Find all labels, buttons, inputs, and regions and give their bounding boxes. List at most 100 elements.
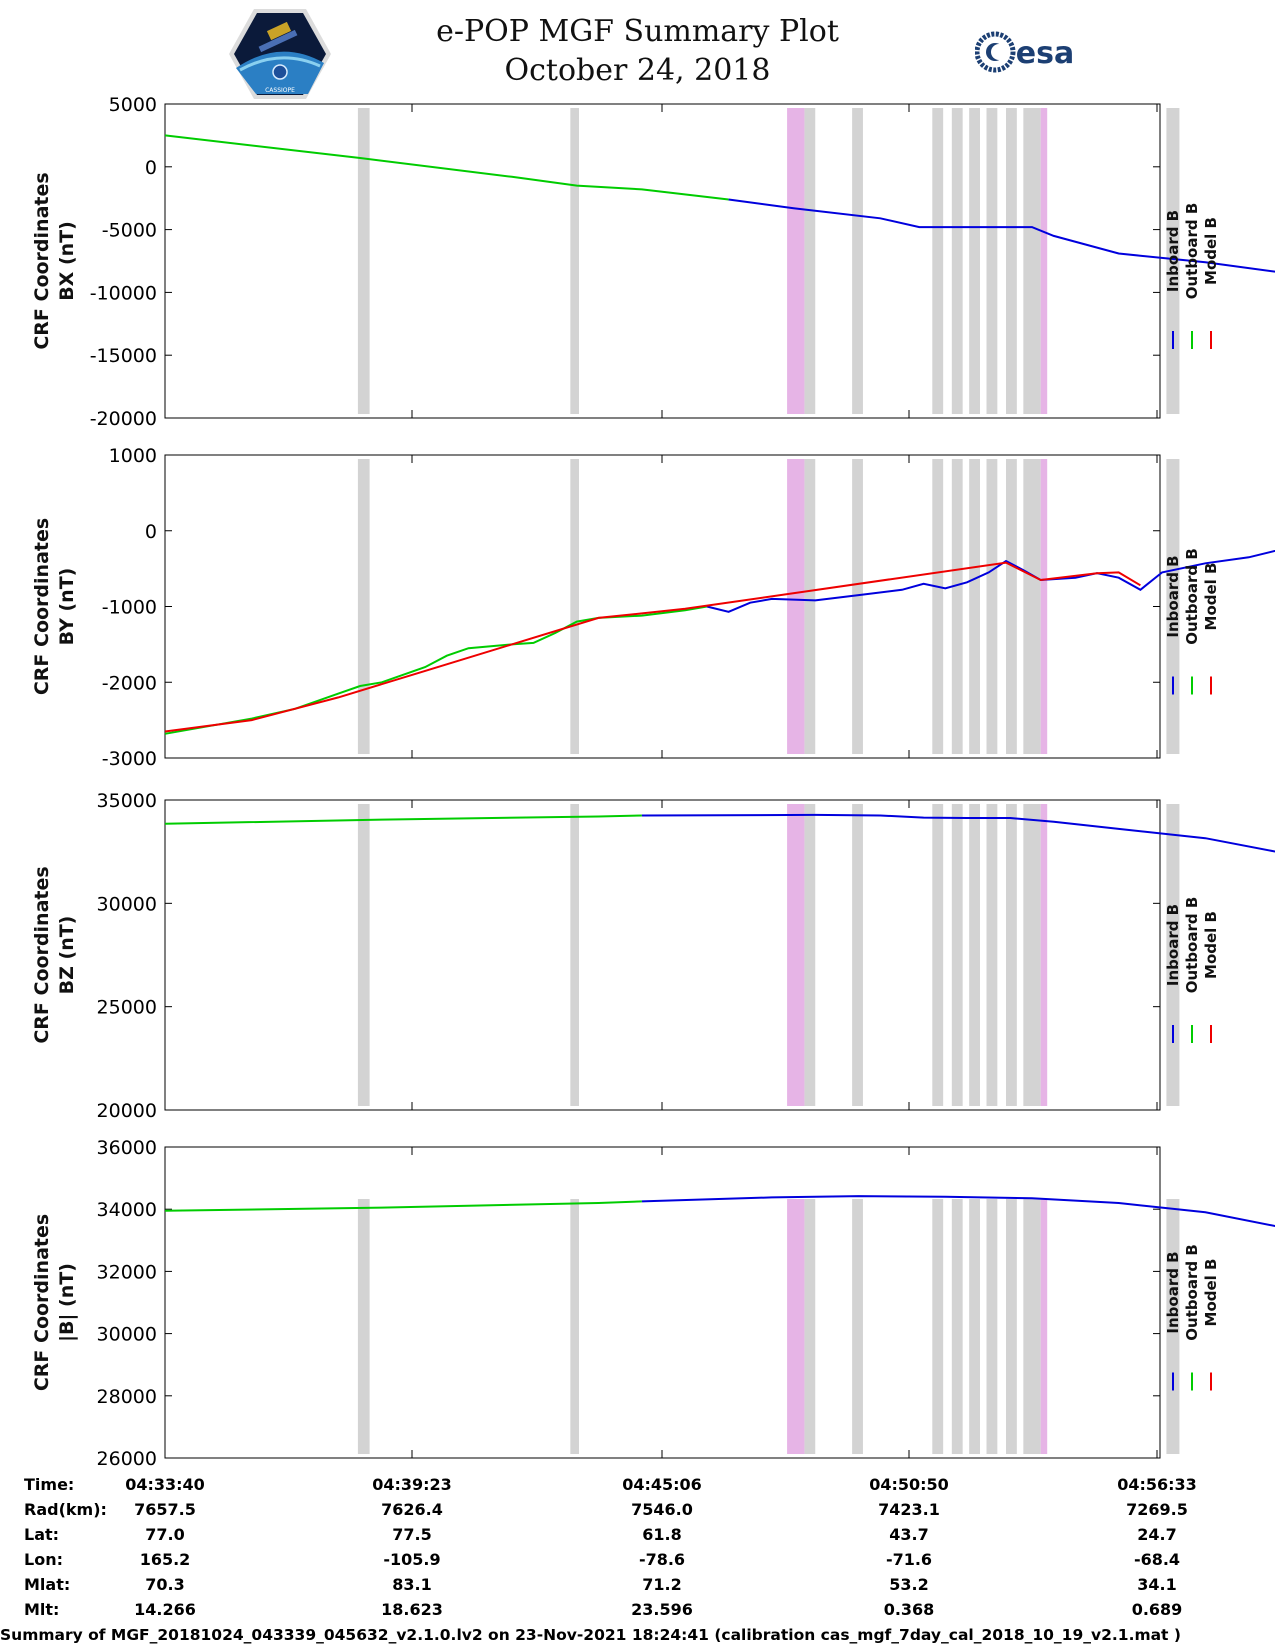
- y-tick-label: 20000: [97, 1100, 157, 1122]
- data-gap-bar: [986, 459, 998, 754]
- data-gap-bar: [951, 1199, 963, 1454]
- data-gap-bar: [852, 108, 863, 414]
- series-inboard-b: [706, 549, 1275, 613]
- data-gap-bar: [932, 804, 944, 1106]
- ephemeris-value: -78.6: [639, 1550, 685, 1569]
- data-gap-bar: [1006, 804, 1017, 1106]
- y-tick-label: 30000: [97, 1324, 157, 1346]
- y-axis-label: CRF Coordinates |B| (nT): [31, 1214, 78, 1391]
- event-bar: [1040, 459, 1048, 754]
- ephemeris-value: 18.623: [381, 1600, 443, 1619]
- data-gap-bar: [951, 459, 963, 754]
- data-gap-bar: [932, 459, 944, 754]
- ephemeris-value: 23.596: [631, 1600, 693, 1619]
- data-gap-bar: [1006, 108, 1017, 414]
- y-tick-label: 0: [145, 521, 157, 543]
- ephemeris-value: 7269.5: [1126, 1500, 1188, 1519]
- ephemeris-row-label: Mlt:: [24, 1600, 59, 1619]
- legend-label: Model B: [1202, 563, 1220, 631]
- series-outboard-b: [164, 814, 642, 825]
- data-gap-bar: [1023, 108, 1041, 414]
- panel-2: 1000 0 -1000 -2000 -3000 CRF Coordinates BY (n…: [31, 445, 1275, 770]
- ephemeris-value: 70.3: [145, 1575, 184, 1594]
- data-gap-bar: [804, 804, 816, 1106]
- event-bar: [787, 804, 805, 1106]
- y-tick-label: -1000: [102, 597, 157, 619]
- y-tick-label: 35000: [97, 790, 157, 812]
- ephemeris-value: 04:39:23: [372, 1475, 452, 1494]
- series-inboard-b: [728, 198, 1275, 273]
- y-tick-label: 36000: [97, 1137, 157, 1159]
- y-axis-label: CRF Coordinates BX (nT): [31, 172, 78, 349]
- y-tick-label: -5000: [102, 220, 157, 242]
- data-gap-bar: [804, 459, 816, 754]
- data-gap-bar: [1023, 804, 1041, 1106]
- y-tick-label: -15000: [90, 345, 157, 367]
- ephemeris-value: 7626.4: [381, 1500, 443, 1519]
- data-gap-bar: [951, 804, 963, 1106]
- data-gap-bar: [969, 108, 980, 414]
- cassiope-logo-icon: CASSIOPE: [229, 9, 331, 99]
- y-tick-label: 1000: [109, 445, 157, 467]
- ephemeris-value: 34.1: [1137, 1575, 1176, 1594]
- data-gap-bar: [986, 804, 998, 1106]
- data-gap-bar: [1166, 1199, 1180, 1454]
- y-tick-label: 5000: [109, 94, 157, 116]
- logo-right-text: esa: [1016, 36, 1074, 71]
- data-gap-bar: [357, 108, 370, 414]
- y-tick-label: -20000: [90, 408, 157, 430]
- ephemeris-value: 04:33:40: [125, 1475, 205, 1494]
- legend-label: Outboard B: [1183, 897, 1201, 994]
- esa-logo-icon: esa: [975, 31, 1074, 73]
- legend-label: Inboard B: [1164, 210, 1182, 292]
- y-tick-label: -3000: [102, 748, 157, 770]
- data-gap-bar: [804, 1199, 816, 1454]
- y-tick-label: -10000: [90, 282, 157, 304]
- legend-label: Inboard B: [1164, 555, 1182, 637]
- panel-4: 36000 34000 32000 30000 28000 26000 CRF Coordi…: [31, 1137, 1275, 1470]
- plot-date: October 24, 2018: [504, 53, 771, 88]
- series-outboard-b: [164, 1200, 642, 1212]
- data-gap-bar: [1023, 459, 1041, 754]
- y-axis-label: CRF Coordinates BY (nT): [31, 518, 78, 695]
- data-gap-bar: [357, 1199, 370, 1454]
- footer-caption: Summary of MGF_20181024_043339_045632_v2…: [0, 1626, 1181, 1644]
- data-gap-bar: [852, 804, 863, 1106]
- legend-label: Outboard B: [1183, 548, 1201, 645]
- ephemeris-row-label: Time:: [24, 1475, 74, 1494]
- ephemeris-value: -105.9: [383, 1550, 440, 1569]
- ephemeris-value: 14.266: [134, 1600, 196, 1619]
- legend-label: Inboard B: [1164, 1251, 1182, 1333]
- series-model-b: [164, 561, 1141, 733]
- ephemeris-value: 165.2: [140, 1550, 191, 1569]
- data-gap-bar: [570, 108, 580, 414]
- ephemeris-value: 7546.0: [631, 1500, 693, 1519]
- ephemeris-value: 04:56:33: [1117, 1475, 1197, 1494]
- ephemeris-value: 7657.5: [134, 1500, 196, 1519]
- data-gap-bar: [1166, 459, 1180, 754]
- data-gap-bar: [986, 1199, 998, 1454]
- data-gap-bar: [932, 1199, 944, 1454]
- y-tick-label: 28000: [97, 1386, 157, 1408]
- legend-label: Model B: [1202, 911, 1220, 979]
- ephemeris-value: 7423.1: [878, 1500, 940, 1519]
- plot-title: e-POP MGF Summary Plot: [436, 14, 839, 49]
- event-bar: [1040, 1199, 1048, 1454]
- data-gap-bar: [852, 1199, 863, 1454]
- data-gap-bar: [969, 459, 980, 754]
- event-bar: [1040, 108, 1048, 414]
- y-tick-label: 0: [145, 157, 157, 179]
- data-gap-bar: [1166, 108, 1180, 414]
- ephemeris-value: 53.2: [889, 1575, 928, 1594]
- y-axis-label: CRF Coordinates BZ (nT): [31, 866, 78, 1043]
- ephemeris-value: 24.7: [1137, 1525, 1176, 1544]
- legend-label: Model B: [1202, 217, 1220, 285]
- data-gap-bar: [570, 459, 580, 754]
- ephemeris-value: 77.0: [145, 1525, 184, 1544]
- data-gap-bar: [357, 804, 370, 1106]
- series-outboard-b: [164, 134, 729, 201]
- logo-left-text: CASSIOPE: [265, 87, 295, 94]
- ephemeris-row-label: Lat:: [24, 1525, 59, 1544]
